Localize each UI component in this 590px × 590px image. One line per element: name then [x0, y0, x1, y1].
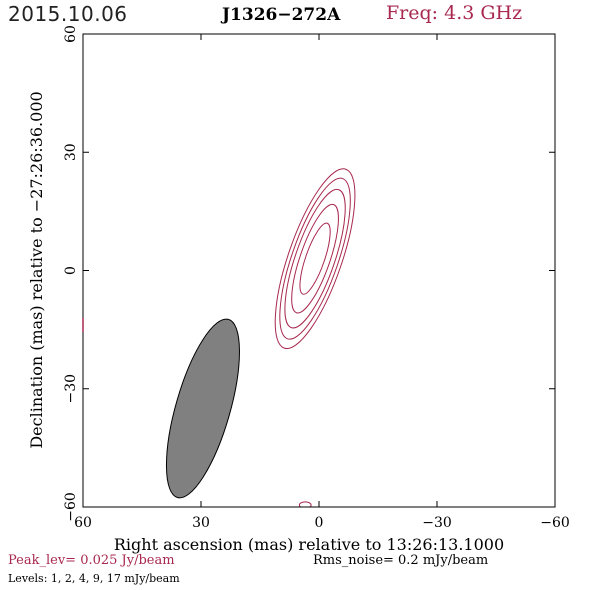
beam-ellipse [165, 318, 240, 499]
feature-edge-blob [298, 501, 312, 507]
y-tick-labels: −60 −30 0 30 60 [63, 25, 79, 522]
x-axis-label: Right ascension (mas) relative to 13:26:… [114, 535, 504, 554]
observation-date: 2015.10.06 [8, 2, 128, 26]
source-name: J1326−272A [222, 5, 341, 25]
contours-group [274, 168, 356, 350]
y-tick-label-2: 0 [63, 266, 79, 275]
x-tick-labels: 60 30 0 −30 −60 [74, 515, 570, 531]
y-tick-label-1: −30 [63, 374, 79, 404]
contour-level-9 [291, 203, 339, 314]
contour-level-1 [274, 168, 356, 350]
observing-frequency: Freq: 4.3 GHz [386, 2, 523, 24]
y-tick-label-3: 30 [63, 143, 79, 161]
plot-frame [82, 33, 556, 508]
contour-level-4 [284, 188, 346, 329]
contour-level-17 [299, 222, 331, 295]
contour-level-2 [279, 177, 351, 340]
features-group [298, 501, 312, 507]
y-tick-label-4: 60 [63, 25, 79, 43]
x-tick-label-2: 0 [315, 515, 324, 531]
x-tick-label-3: −30 [422, 515, 452, 531]
rms-noise: Rms_noise= 0.2 mJy/beam [313, 553, 489, 568]
x-tick-label-4: −60 [540, 515, 570, 531]
x-tick-label-1: 30 [192, 515, 210, 531]
y-tick-label-0: −60 [63, 492, 79, 522]
y-axis-label: Declination (mas) relative to −27:26:36.… [27, 91, 46, 448]
beam-group [165, 318, 240, 499]
axis-ticks [82, 33, 556, 508]
contour-levels: Levels: 1, 2, 4, 9, 17 mJy/beam [8, 572, 180, 585]
x-tick-label-0: 60 [74, 515, 92, 531]
peak-level: Peak_lev= 0.025 Jy/beam [8, 553, 175, 568]
